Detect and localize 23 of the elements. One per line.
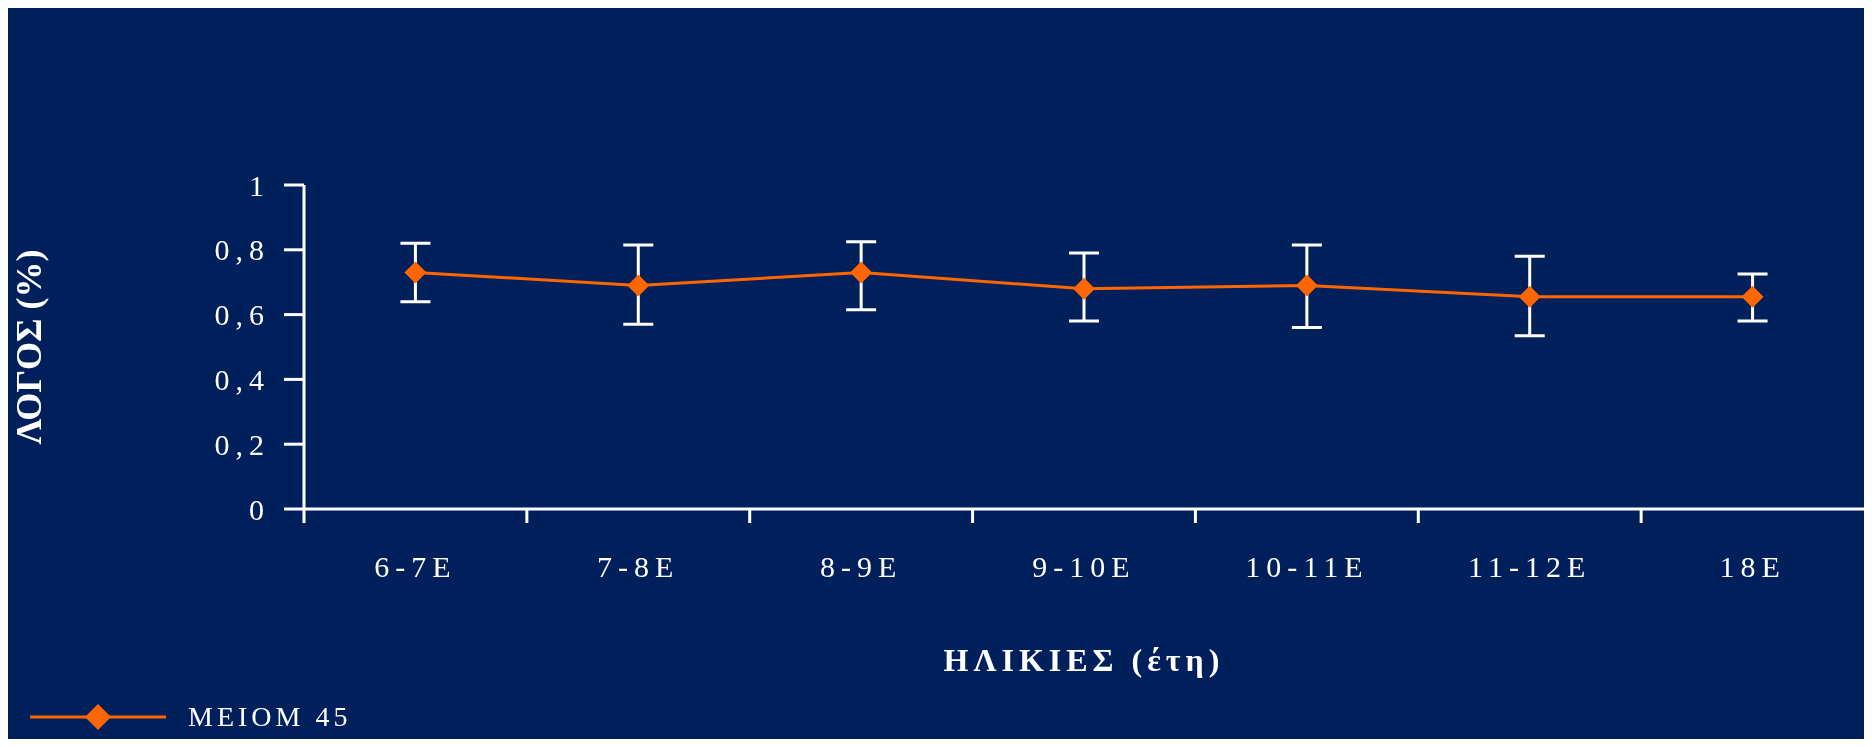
point [627, 274, 650, 297]
y-tick-label: 0 [249, 492, 270, 526]
point [1073, 277, 1095, 300]
x-tick-label: 10-11E [1245, 550, 1369, 583]
y-tick-label: 0,4 [214, 363, 270, 397]
x-tick-label: 11-12E [1468, 550, 1592, 583]
point [1295, 274, 1318, 297]
x-axis-title: ΗΛΙΚΙΕΣ (έτη) [943, 642, 1225, 678]
x-tick-label: 6-7E [374, 550, 457, 583]
y-tick-label: 0,6 [214, 298, 270, 332]
x-tick-label: 9-10E [1032, 550, 1136, 583]
x-tick-label: 7-8E [597, 550, 680, 583]
y-tick-label: 0,2 [214, 427, 270, 461]
point [404, 261, 427, 284]
x-tick-label: 18E [1719, 550, 1786, 583]
y-axis-title: ΛΟΓΟΣ (%) [8, 249, 49, 445]
point [1518, 285, 1541, 308]
y-tick-label: 0,8 [214, 233, 270, 267]
point [1741, 285, 1764, 308]
y-tick-label: 1 [249, 168, 270, 202]
legend-label: ΜΕΙΟΜ 45 [188, 701, 352, 733]
x-tick-label: 8-9E [819, 550, 903, 583]
point [850, 261, 873, 284]
